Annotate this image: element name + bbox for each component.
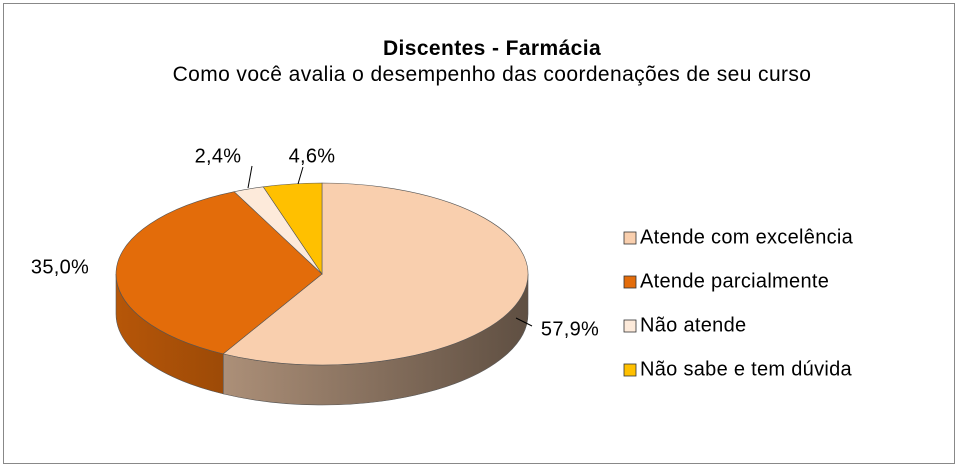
legend-label: Não sabe e tem dúvida [640, 358, 853, 380]
pie-slice [262, 182, 323, 275]
legend-label: Atende com excelência [640, 226, 854, 248]
leader-line [515, 317, 533, 327]
legend-swatch [623, 319, 637, 333]
chart-subtitle: Como você avalia o desempenho das coorde… [172, 63, 812, 86]
chart-title: Discentes - Farmácia [382, 37, 602, 60]
pie-slice [222, 182, 529, 366]
legend-swatch [623, 275, 637, 289]
legend-swatch [623, 231, 637, 245]
data-label: 35,0% [31, 256, 89, 278]
leader-line [247, 165, 253, 189]
pie-slice [115, 191, 323, 355]
data-label: 4,6% [289, 145, 336, 167]
data-label: 57,9% [541, 318, 599, 340]
data-label: 2,4% [195, 145, 242, 167]
legend-label: Não atende [640, 314, 746, 336]
header: Discentes - Farmácia Como você avalia o … [172, 36, 812, 88]
legend-label: Atende parcialmente [640, 270, 829, 292]
legend-swatch [623, 363, 637, 377]
leader-line [297, 166, 304, 185]
